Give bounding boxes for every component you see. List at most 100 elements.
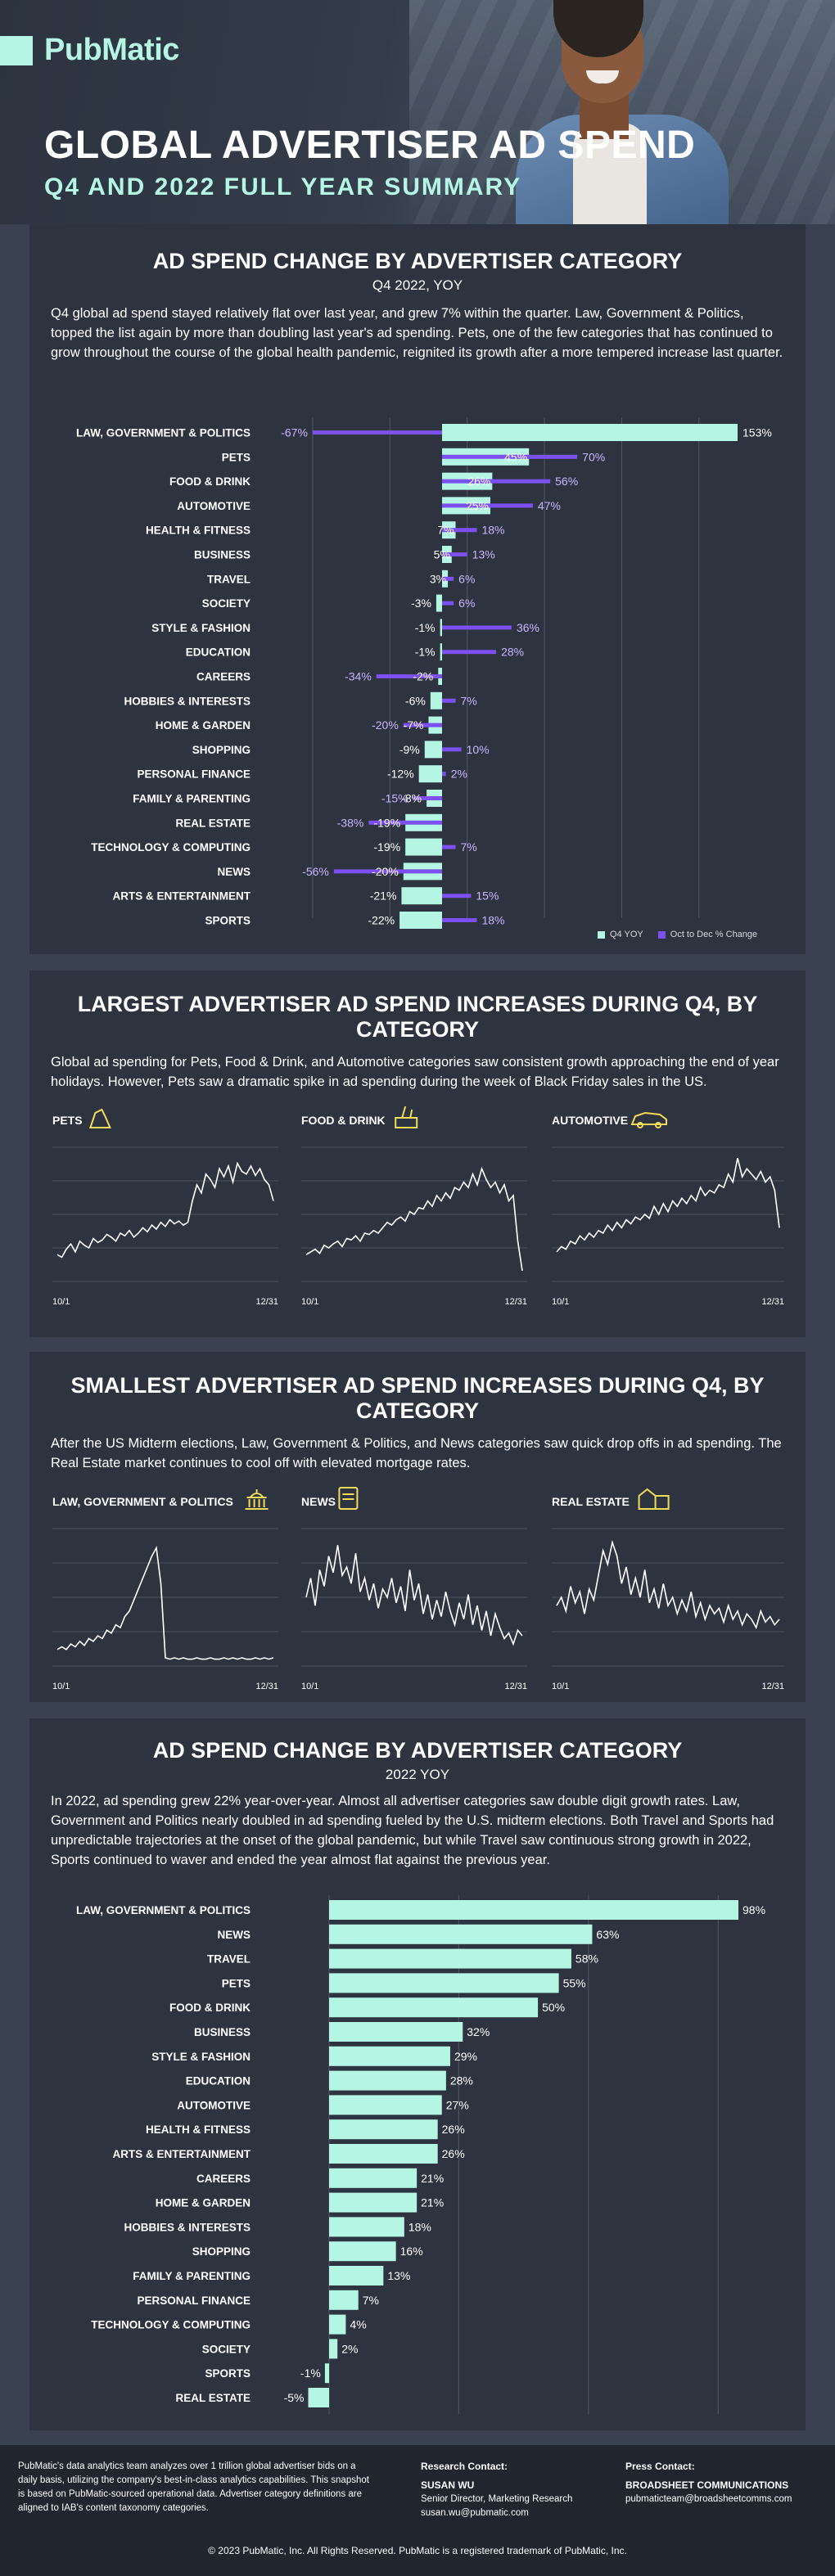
bar-2022-yoy [329, 2290, 359, 2310]
label-2022-yoy: 21% [421, 2172, 444, 2185]
bar-q4-yoy [440, 643, 442, 661]
pet-icon [89, 1108, 111, 1128]
mini-chart-line [56, 1545, 274, 1660]
label-oct-dec: 36% [517, 621, 539, 634]
section-q4-category-change: AD SPEND CHANGE BY ADVERTISER CATEGORY Q… [29, 224, 806, 954]
category-label: PETS [222, 1977, 250, 1989]
label-2022-yoy: 2% [341, 2342, 358, 2355]
label-q4-yoy: -7% [404, 718, 424, 732]
press-contact-email[interactable]: pubmaticteam@broadsheetcomms.com [625, 2494, 792, 2504]
label-q4-yoy: -1% [415, 646, 436, 659]
category-label: HEALTH & FITNESS [146, 525, 250, 537]
label-oct-dec: -20% [372, 718, 399, 732]
label-2022-yoy: 27% [446, 2098, 469, 2111]
label-q4-yoy: -3% [411, 597, 431, 610]
hero-subtitle: Q4 AND 2022 FULL YEAR SUMMARY [44, 173, 522, 200]
label-oct-dec: 56% [555, 475, 578, 488]
mini-chart-line [556, 1157, 780, 1253]
bar-2022-yoy [329, 2241, 396, 2262]
label-2022-yoy: 28% [450, 2074, 473, 2087]
label-oct-dec: -56% [302, 865, 329, 878]
research-contact-email[interactable]: susan.wu@pubmatic.com [421, 2508, 529, 2518]
category-label: EDUCATION [186, 2075, 250, 2087]
label-q4-yoy: 7% [437, 524, 454, 537]
research-contact: Research Contact: SUSAN WU Senior Direct… [421, 2460, 609, 2520]
category-label: FAMILY & PARENTING [133, 2270, 250, 2282]
section-description: In 2022, ad spending grew 22% year-over-… [51, 1794, 774, 1867]
label-2022-yoy: 26% [442, 2123, 465, 2136]
label-q4-yoy: -1% [415, 621, 436, 634]
section-title: AD SPEND CHANGE BY ADVERTISER CATEGORY [152, 1738, 683, 1763]
label-oct-dec: 28% [501, 646, 524, 659]
bar-2022-yoy [329, 2095, 442, 2115]
mini-chart-title: FOOD & DRINK [301, 1114, 386, 1127]
label-oct-dec: 70% [582, 450, 605, 463]
bar-q4-yoy [436, 594, 442, 612]
label-oct-dec: -67% [281, 426, 308, 439]
label-q4-yoy: 45% [504, 450, 527, 463]
section-title: AD SPEND CHANGE BY ADVERTISER CATEGORY [152, 249, 683, 273]
section-title: LARGEST ADVERTISER AD SPEND INCREASES DU… [77, 992, 758, 1042]
section-smallest-increases: SMALLEST ADVERTISER AD SPEND INCREASES D… [29, 1352, 806, 1702]
label-q4-yoy: -8% [401, 792, 422, 805]
footer: PubMatic's data analytics team analyzes … [0, 2445, 835, 2576]
label-q4-yoy: -21% [370, 889, 397, 903]
pubmatic-logo[interactable]: PubMatic [0, 33, 179, 68]
section-largest-increases: LARGEST ADVERTISER AD SPEND INCREASES DU… [29, 971, 806, 1337]
x-start-label: 10/1 [552, 1297, 569, 1307]
q4-yoy-bar-chart: LAW, GOVERNMENT & POLITICS 153% -67% PETS 45… [76, 417, 772, 929]
label-q4-yoy: 26% [467, 475, 490, 488]
section-subtitle: 2022 YOY [385, 1767, 450, 1782]
label-q4-yoy: 3% [430, 572, 446, 585]
category-label: CAREERS [196, 2173, 250, 2185]
label-2022-yoy: 16% [400, 2245, 423, 2258]
x-end-label: 12/31 [761, 1682, 784, 1691]
label-oct-dec: -38% [337, 816, 364, 829]
legend-q4-yoy: Q4 YOY [598, 930, 643, 939]
category-label: HOBBIES & INTERESTS [124, 695, 250, 707]
house-icon [638, 1488, 670, 1510]
category-label: CAREERS [196, 671, 250, 683]
category-label: SOCIETY [202, 597, 250, 610]
category-label: HEALTH & FITNESS [146, 2123, 250, 2136]
category-label: SPORTS [205, 2367, 250, 2380]
label-oct-dec: 18% [481, 524, 504, 537]
press-contact-name: BROADSHEET COMMUNICATIONS [625, 2479, 789, 2491]
label-oct-dec: -15% [381, 792, 408, 805]
category-label: TECHNOLOGY & COMPUTING [91, 2319, 250, 2331]
label-q4-yoy: -19% [373, 840, 400, 853]
label-2022-yoy: 63% [596, 1928, 619, 1941]
category-label: SHOPPING [192, 2245, 250, 2258]
label-q4-yoy: -12% [387, 768, 414, 781]
bar-2022-yoy [308, 2388, 329, 2407]
section-subtitle: Q4 2022, YOY [372, 277, 463, 293]
bar-2022-yoy [329, 2022, 463, 2042]
bar-2022-yoy [329, 2266, 384, 2286]
copyright: © 2023 PubMatic, Inc. All Rights Reserve… [208, 2545, 627, 2556]
bar-q4-yoy [424, 741, 442, 759]
bar-q4-yoy [418, 765, 442, 783]
bar-2022-yoy [329, 2339, 338, 2359]
label-oct-dec: 7% [461, 694, 477, 707]
label-oct-dec: -34% [345, 670, 372, 683]
bar-2022-yoy [329, 2168, 418, 2188]
label-q4-yoy: -22% [368, 914, 395, 927]
category-label: REAL ESTATE [175, 2392, 250, 2404]
label-2022-yoy: 50% [542, 2001, 565, 2014]
label-q4-yoy: -2% [413, 670, 433, 683]
label-q4-yoy: 5% [434, 548, 450, 561]
section-title: SMALLEST ADVERTISER AD SPEND INCREASES D… [70, 1373, 765, 1423]
bar-2022-yoy [329, 1997, 539, 2018]
category-label: AUTOMOTIVE [177, 2099, 250, 2111]
x-start-label: 10/1 [552, 1682, 569, 1691]
x-start-label: 10/1 [52, 1297, 70, 1307]
section-2022-category-change: AD SPEND CHANGE BY ADVERTISER CATEGORY 2… [29, 1718, 806, 2430]
bar-q4-yoy [442, 424, 738, 441]
bar-2022-yoy [329, 2144, 438, 2164]
label-oct-dec: 7% [461, 840, 477, 853]
mini-chart-line [556, 1539, 780, 1630]
label-oct-dec: 6% [458, 572, 475, 585]
bar-q4-yoy [399, 912, 442, 929]
category-label: BUSINESS [194, 2026, 250, 2038]
bar-2022-yoy [329, 2119, 438, 2140]
